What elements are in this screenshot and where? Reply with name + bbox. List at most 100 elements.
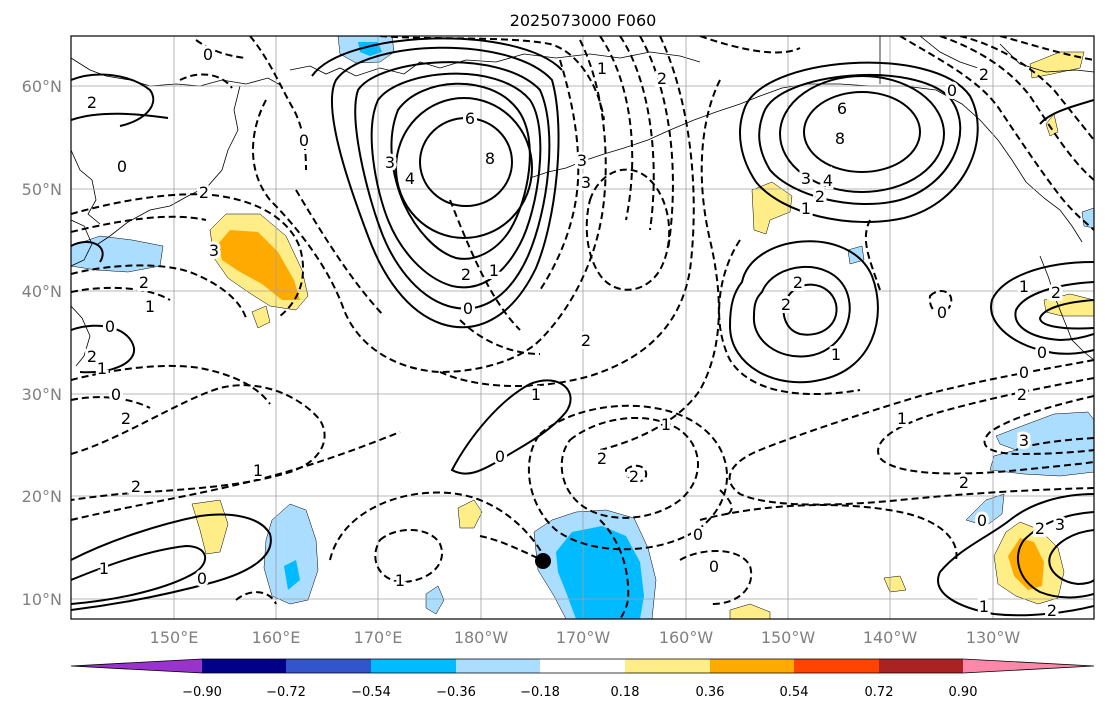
contour-label: 2: [815, 187, 825, 206]
contour-label: 2: [629, 467, 639, 486]
contour-label: 1: [145, 297, 155, 316]
contour-label: 0: [197, 569, 207, 588]
contour-label: 0: [1037, 343, 1047, 362]
colorbar-tick-label: 0.72: [865, 685, 894, 700]
colorbar-tick-label: −0.90: [182, 685, 222, 700]
colorbar-tick-label: 0.54: [780, 685, 809, 700]
contour-label: 4: [823, 171, 833, 190]
shade-yellow: [1045, 113, 1059, 137]
lat-label: 40°N: [22, 282, 62, 301]
positive-contours: [71, 37, 1094, 617]
contour-label: 1: [979, 597, 989, 616]
contour-label: 0: [105, 317, 115, 336]
contour-label: 1: [395, 571, 405, 590]
contour-label: 1: [489, 261, 499, 280]
contour-label: 8: [485, 149, 495, 168]
contour-label: 2: [581, 331, 591, 350]
shade-light-blue: [965, 493, 1005, 527]
contour-label: 2: [1035, 519, 1045, 538]
lon-label: 150°E: [150, 628, 199, 647]
shade-yellow: [457, 499, 483, 529]
colorbar-segment: [625, 659, 710, 673]
contour-label: 2: [959, 473, 969, 492]
contour-label: 3: [581, 173, 591, 192]
shade-blue: [284, 560, 300, 590]
graticule: [71, 36, 1094, 619]
contour-label: 0: [495, 447, 505, 466]
contour-label: 6: [465, 109, 475, 128]
lat-label: 20°N: [22, 487, 62, 506]
lon-label: 180°W: [454, 628, 509, 647]
contour-label: 0: [203, 45, 213, 64]
shade-light-blue: [425, 585, 445, 615]
contour-label: 2: [461, 265, 471, 284]
colorbar-tick-label: −0.72: [266, 685, 306, 700]
shade-orange: [218, 230, 300, 300]
colorbar-tick-label: 0.90: [949, 685, 978, 700]
contour-label: 0: [977, 511, 987, 530]
shade-orange: [1008, 538, 1044, 590]
lon-label: 160°E: [252, 628, 301, 647]
contour-label: 2: [793, 273, 803, 292]
shade-yellow: [751, 181, 793, 235]
shade-yellow: [883, 575, 907, 593]
shaded-fields: [71, 36, 1094, 619]
map-frame: [70, 35, 1095, 620]
contour-label: 2: [1047, 601, 1057, 620]
colorbar-segment: [456, 659, 540, 673]
contour-label: 1: [1019, 277, 1029, 296]
lon-label: 130°W: [966, 628, 1021, 647]
storm-center-marker: [535, 553, 551, 569]
colorbar-tick-label: −0.36: [436, 685, 476, 700]
contour-label: 1: [97, 359, 107, 378]
shade-blue: [556, 526, 644, 619]
contour-label: 2: [87, 347, 97, 366]
colorbar-tick-label: −0.18: [520, 685, 560, 700]
contour-label: 1: [597, 59, 607, 78]
colorbar-ticks: −0.90 −0.72 −0.54 −0.36 −0.18 0.18 0.36 …: [182, 685, 977, 700]
contour-label: 2: [199, 183, 209, 202]
contour-label: 3: [209, 241, 219, 260]
colorbar-segment: [794, 659, 879, 673]
shade-yellow: [191, 499, 229, 555]
contour-label: 3: [1019, 431, 1029, 450]
contour-label: 1: [831, 345, 841, 364]
lat-label: 50°N: [22, 180, 62, 199]
colorbar-segment: [371, 659, 456, 673]
shade-yellow: [251, 305, 271, 329]
lon-label: 170°W: [556, 628, 611, 647]
contour-label: 2: [131, 477, 141, 496]
lon-label: 150°W: [761, 628, 816, 647]
contour-label: 1: [99, 559, 109, 578]
contour-label: 1: [801, 199, 811, 218]
lon-label: 170°E: [354, 628, 403, 647]
contour-label: 0: [693, 525, 703, 544]
contour-label: 1: [253, 461, 263, 480]
contour-label: 2: [657, 69, 667, 88]
contour-label: 0: [111, 385, 121, 404]
lon-label: 140°W: [863, 628, 918, 647]
contour-label: 2: [139, 273, 149, 292]
contour-label: 2: [87, 93, 97, 112]
lon-label: 160°W: [659, 628, 714, 647]
contour-label: 3: [801, 169, 811, 188]
lat-label: 10°N: [22, 590, 62, 609]
contour-label: 1: [897, 409, 907, 428]
latitude-labels: 60°N 50°N 40°N 30°N 20°N 10°N: [22, 77, 62, 609]
contour-label: 2: [781, 295, 791, 314]
contour-label: 2: [1017, 385, 1027, 404]
colorbar-outline: [70, 658, 1095, 674]
lat-label: 60°N: [22, 77, 62, 96]
colorbar-segment: [963, 659, 1094, 673]
colorbar-segment: [710, 659, 794, 673]
negative-contours: [71, 36, 1094, 619]
contour-label: 4: [405, 169, 415, 188]
contour-label: 2: [121, 409, 131, 428]
contour-label: 2: [1051, 283, 1061, 302]
longitude-labels: 150°E 160°E 170°E 180°W 170°W 160°W 150°…: [150, 628, 1021, 647]
colorbar-segment: [286, 659, 371, 673]
colorbar-tick-label: −0.54: [351, 685, 391, 700]
map-title: 2025073000 F060: [510, 11, 657, 30]
contour-label: 0: [709, 557, 719, 576]
